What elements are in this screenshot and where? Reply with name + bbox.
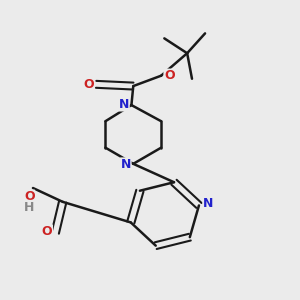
Text: O: O <box>42 225 52 238</box>
Text: H: H <box>24 200 34 214</box>
Text: N: N <box>119 98 129 111</box>
Text: N: N <box>203 197 213 210</box>
Text: O: O <box>164 69 175 82</box>
Text: O: O <box>83 78 94 91</box>
Text: N: N <box>121 158 131 171</box>
Text: O: O <box>24 190 34 203</box>
